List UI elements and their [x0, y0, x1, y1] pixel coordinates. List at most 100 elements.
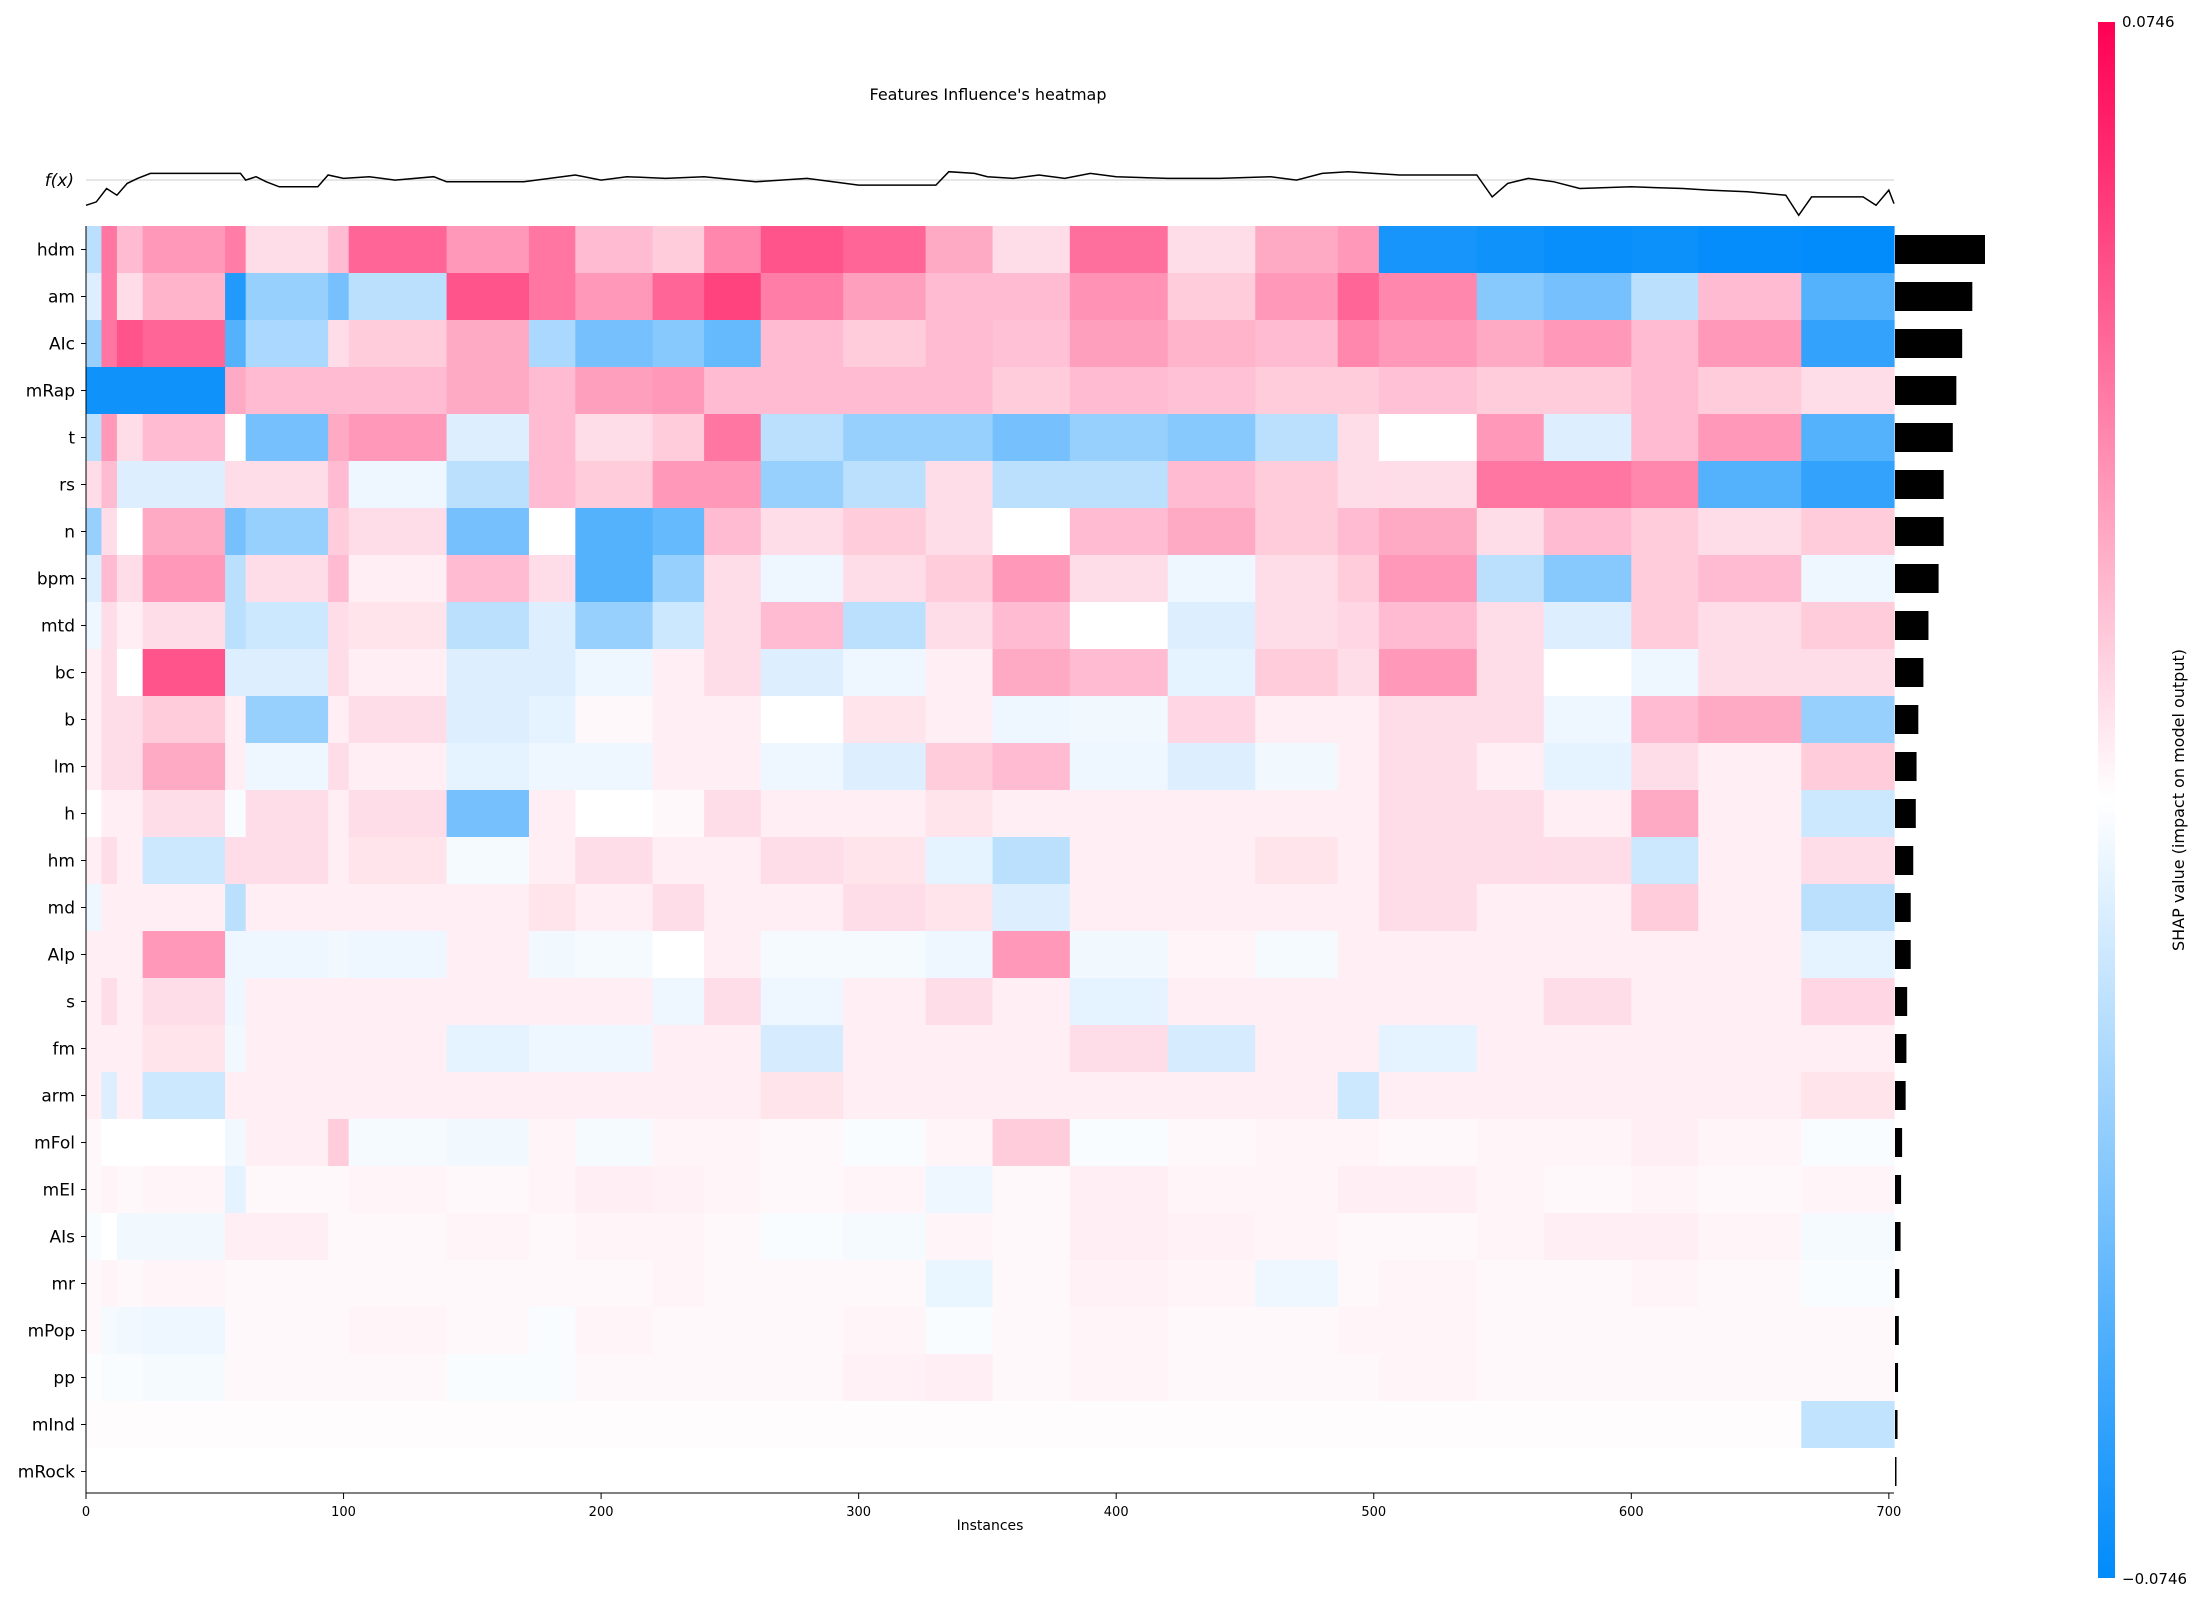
heatmap-cell [116, 508, 144, 556]
heatmap-cell [1543, 414, 1632, 462]
heatmap-cell [328, 367, 350, 415]
heatmap-cell [1476, 1307, 1545, 1355]
heatmap-cell [575, 602, 654, 650]
heatmap-cell [328, 555, 350, 603]
heatmap-cell [446, 1025, 530, 1073]
heatmap-cell [245, 367, 329, 415]
heatmap-cell [1631, 367, 1699, 415]
heatmap-cell [925, 1448, 994, 1496]
heatmap-cell [101, 367, 118, 415]
heatmap-cell [1543, 1448, 1632, 1496]
heatmap-cell [1337, 320, 1380, 368]
heatmap-cell [992, 696, 1071, 744]
heatmap-cell [1631, 696, 1699, 744]
heatmap-cell [328, 884, 350, 932]
fx-label: f(x) [45, 171, 74, 191]
heatmap-cell [1378, 743, 1478, 791]
heatmap-cell [101, 743, 118, 791]
heatmap-cell [1476, 367, 1545, 415]
heatmap-cell [1167, 1307, 1256, 1355]
heatmap-cell [992, 884, 1071, 932]
heatmap-cell [843, 602, 927, 650]
heatmap-cell [142, 461, 226, 509]
heatmap-cell [245, 1401, 329, 1449]
heatmap-cell [116, 1025, 144, 1073]
feature-label: n [64, 523, 75, 543]
heatmap-cell [348, 1354, 448, 1402]
heatmap-cell [446, 837, 530, 885]
heatmap-cell [142, 1213, 226, 1261]
heatmap-cell [225, 1307, 247, 1355]
heatmap-cell [575, 367, 654, 415]
heatmap-cell [1801, 743, 1895, 791]
heatmap-cell [142, 931, 226, 979]
heatmap-cell [1801, 1307, 1895, 1355]
heatmap-cell [101, 649, 118, 697]
heatmap-cell [101, 1072, 118, 1120]
feature-label: mtd [41, 617, 75, 637]
heatmap-cell [652, 555, 705, 603]
heatmap-cell [1476, 978, 1545, 1026]
feature-label: AIc [49, 335, 75, 355]
heatmap-cell [843, 1354, 927, 1402]
heatmap-cell [348, 1119, 448, 1167]
heatmap-cell [446, 1448, 530, 1496]
heatmap-cell [1255, 226, 1339, 274]
heatmap-cell [1631, 1401, 1699, 1449]
heatmap-cell [446, 1354, 530, 1402]
heatmap-cell [1543, 273, 1632, 321]
feature-label: mEI [43, 1181, 75, 1201]
heatmap-cell [925, 1354, 994, 1402]
heatmap-cell [1167, 461, 1256, 509]
heatmap-cell [925, 367, 994, 415]
heatmap-cell [348, 649, 448, 697]
importance-bar [1895, 799, 1916, 828]
heatmap-cell [1337, 1213, 1380, 1261]
heatmap-cell [348, 1448, 448, 1496]
heatmap-cell [328, 461, 350, 509]
heatmap-cell [142, 978, 226, 1026]
heatmap-cell [1337, 555, 1380, 603]
importance-bar [1895, 752, 1917, 781]
heatmap-cell [1476, 461, 1545, 509]
heatmap-cell [225, 743, 247, 791]
heatmap-cell [992, 837, 1071, 885]
heatmap-cell [992, 273, 1071, 321]
heatmap-cell [1801, 931, 1895, 979]
heatmap-cell [1255, 1260, 1339, 1308]
heatmap-cell [1255, 743, 1339, 791]
heatmap-cell [652, 1025, 705, 1073]
heatmap-cell [1801, 790, 1895, 838]
heatmap-cell [142, 837, 226, 885]
heatmap-cell [1069, 367, 1169, 415]
heatmap-cell [1378, 1354, 1478, 1402]
heatmap-cell [446, 1213, 530, 1261]
heatmap-cell [1255, 1401, 1339, 1449]
heatmap-cell [142, 1448, 226, 1496]
heatmap-cell [1698, 461, 1802, 509]
heatmap-cell [652, 1401, 705, 1449]
heatmap-cell [1698, 1401, 1802, 1449]
heatmap-cell [86, 226, 103, 274]
heatmap-cell [1069, 273, 1169, 321]
heatmap-cell [704, 555, 762, 603]
heatmap-cell [1631, 884, 1699, 932]
heatmap-cell [760, 226, 844, 274]
heatmap-cell [528, 837, 576, 885]
heatmap-cell [760, 1072, 844, 1120]
heatmap-cell [142, 1401, 226, 1449]
heatmap-cell [1069, 837, 1169, 885]
feature-label: mr [51, 1275, 75, 1295]
heatmap-cell [1255, 1119, 1339, 1167]
heatmap-cell [843, 1166, 927, 1214]
heatmap-cell [1378, 1072, 1478, 1120]
heatmap-cell [528, 602, 576, 650]
feature-label: AIp [48, 946, 75, 966]
heatmap-cell [142, 602, 226, 650]
heatmap-cell [925, 1401, 994, 1449]
heatmap-cell [1337, 1166, 1380, 1214]
heatmap-cell [1337, 790, 1380, 838]
heatmap-cell [245, 1025, 329, 1073]
heatmap-cell [992, 931, 1071, 979]
heatmap-cell [348, 226, 448, 274]
